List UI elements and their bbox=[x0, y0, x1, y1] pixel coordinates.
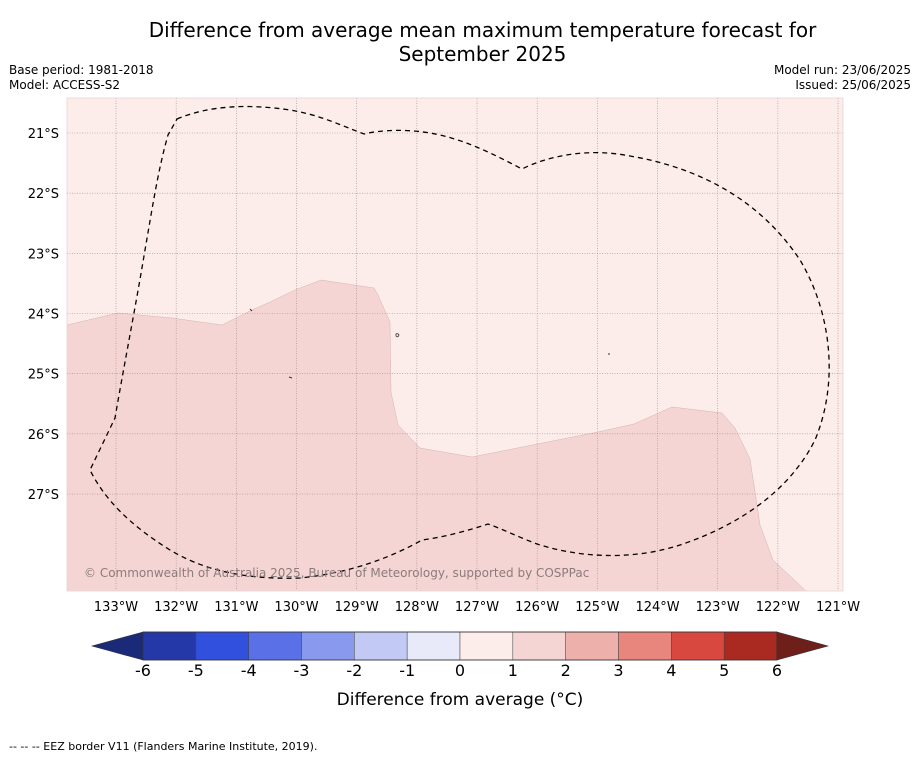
colorbar-segment bbox=[512, 631, 566, 661]
colorbar-tick-label: 0 bbox=[455, 661, 465, 680]
islands bbox=[249, 308, 610, 379]
colorbar-outline bbox=[142, 631, 778, 661]
longitude-labels: 133°W 132°W 131°W 130°W 129°W 128°W 127°W 126°W… bbox=[94, 600, 860, 615]
longitude-label: 130°W bbox=[274, 600, 318, 615]
map-frame bbox=[66, 97, 844, 592]
model-run: Model run: 23/06/2025 bbox=[773, 63, 911, 77]
latitude-labels: 21°S 22°S 23°S 24°S 25°S 26°S 27°S bbox=[28, 127, 59, 503]
longitude-label: 121°W bbox=[816, 600, 860, 615]
colorbar-tick-label: 3 bbox=[613, 661, 623, 680]
longitude-label: 132°W bbox=[154, 600, 198, 615]
colorbar-tick-label: -4 bbox=[241, 661, 257, 680]
latitude-label: 27°S bbox=[28, 488, 59, 503]
colorbar-tick-label: -6 bbox=[135, 661, 151, 680]
eez-footnote: -- -- -- EEZ border V11 (Flanders Marine… bbox=[9, 740, 318, 753]
colorbar-over-arrow bbox=[776, 631, 830, 661]
latitude-label: 23°S bbox=[28, 247, 59, 262]
colorbar-segment bbox=[671, 631, 725, 661]
colorbar-tick-label: 6 bbox=[772, 661, 782, 680]
latitude-label: 25°S bbox=[28, 368, 59, 383]
colorbar-tick-label: 5 bbox=[719, 661, 729, 680]
longitude-label: 131°W bbox=[214, 600, 258, 615]
latitude-label: 26°S bbox=[28, 428, 59, 443]
base-period: Base period: 1981-2018 bbox=[9, 63, 154, 77]
colorbar-segments bbox=[142, 631, 778, 661]
colorbar-tick-label: 2 bbox=[561, 661, 571, 680]
longitude-label: 124°W bbox=[635, 600, 679, 615]
meta-left: Base period: 1981-2018 Model: ACCESS-S2 bbox=[9, 63, 154, 93]
map-area: © Commonwealth of Australia 2025, Bureau… bbox=[28, 97, 860, 615]
graticule bbox=[67, 98, 843, 591]
colorbar-segment bbox=[142, 631, 197, 661]
meta-right: Model run: 23/06/2025 Issued: 25/06/2025 bbox=[774, 63, 911, 93]
colorbar-segment bbox=[459, 631, 514, 661]
colorbar-tick-label: -2 bbox=[346, 661, 362, 680]
colorbar-segment bbox=[195, 631, 249, 661]
longitude-label: 128°W bbox=[395, 600, 439, 615]
map-title: Difference from average mean maximum tem… bbox=[60, 18, 905, 66]
colorbar-tick-label: 1 bbox=[508, 661, 518, 680]
latitude-label: 22°S bbox=[28, 187, 59, 202]
longitude-label: 133°W bbox=[94, 600, 138, 615]
title-line-1: Difference from average mean maximum tem… bbox=[148, 18, 817, 42]
model-name: Model: ACCESS-S2 bbox=[9, 78, 121, 92]
anomaly-region-1-to-2 bbox=[67, 279, 807, 591]
eez-border bbox=[89, 105, 830, 579]
latitude-label: 21°S bbox=[28, 127, 59, 142]
longitude-label: 122°W bbox=[756, 600, 800, 615]
longitude-label: 123°W bbox=[696, 600, 740, 615]
colorbar-title: Difference from average (°C) bbox=[337, 690, 584, 710]
longitude-label: 127°W bbox=[455, 600, 499, 615]
latitude-label: 24°S bbox=[28, 308, 59, 323]
colorbar-segment bbox=[406, 631, 461, 661]
colorbar-under-arrow bbox=[90, 631, 144, 661]
colorbar-tick-label: -1 bbox=[399, 661, 415, 680]
colorbar-labels: -6 -5 -4 -3 -2 -1 0 1 2 3 4 5 6 bbox=[135, 661, 782, 680]
colorbar: -6 -5 -4 -3 -2 -1 0 1 2 3 4 5 6 Difference from aver… bbox=[90, 631, 830, 710]
colorbar-segment bbox=[565, 631, 619, 661]
longitude-label: 125°W bbox=[575, 600, 619, 615]
colorbar-tick-label: -3 bbox=[294, 661, 310, 680]
title-line-2: September 2025 bbox=[398, 42, 567, 66]
colorbar-tick-label: -5 bbox=[188, 661, 204, 680]
colorbar-tick-label: 4 bbox=[666, 661, 676, 680]
longitude-label: 129°W bbox=[335, 600, 379, 615]
colorbar-segment bbox=[248, 631, 302, 661]
colorbar-segment bbox=[354, 631, 408, 661]
copyright-notice: © Commonwealth of Australia 2025, Bureau… bbox=[84, 566, 589, 580]
colorbar-segment bbox=[618, 631, 672, 661]
colorbar-segment bbox=[723, 631, 778, 661]
colorbar-segment bbox=[301, 631, 355, 661]
longitude-label: 126°W bbox=[515, 600, 559, 615]
issued-date: Issued: 25/06/2025 bbox=[795, 78, 911, 92]
